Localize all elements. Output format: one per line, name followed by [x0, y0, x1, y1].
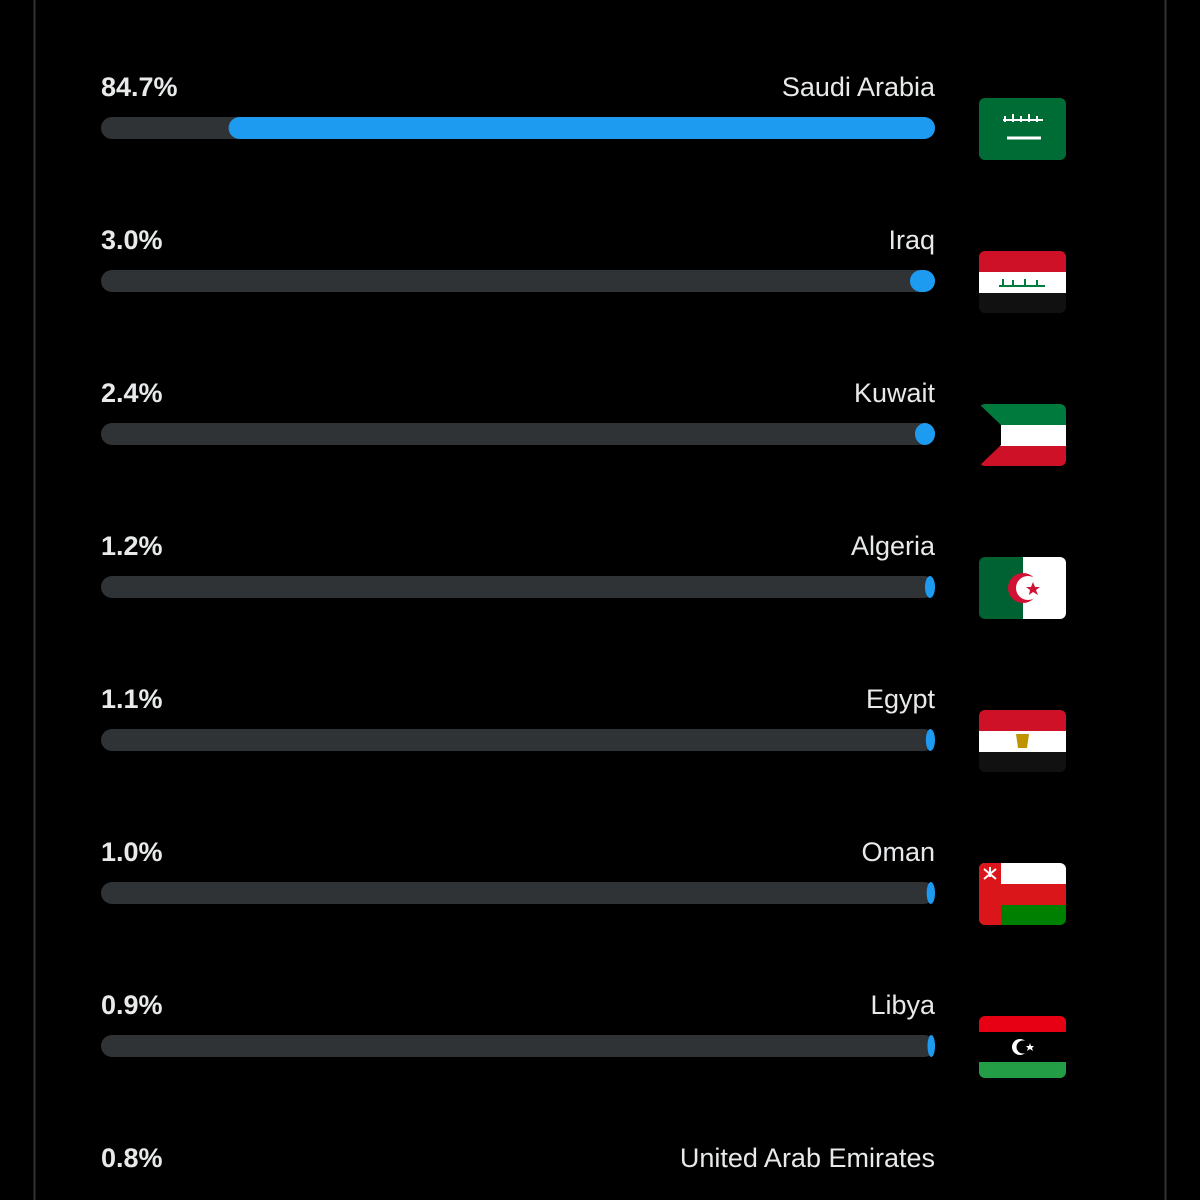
option-percent: 1.2% — [101, 531, 163, 561]
bar-track — [101, 1188, 935, 1200]
option-label: United Arab Emirates — [680, 1143, 935, 1173]
option-percent: 0.8% — [101, 1143, 163, 1173]
flag — [979, 557, 1066, 619]
option-label: Libya — [870, 990, 936, 1020]
bar-track — [101, 576, 935, 598]
bar — [926, 882, 935, 904]
bar — [928, 1188, 935, 1200]
option-percent: 2.4% — [101, 378, 163, 408]
option-percent: 1.0% — [101, 837, 163, 867]
option-label: Kuwait — [854, 378, 936, 408]
option-label: Egypt — [866, 684, 936, 714]
bar-track — [101, 1035, 935, 1057]
flag — [979, 1016, 1066, 1078]
bar-track — [101, 270, 935, 292]
bar — [927, 1035, 935, 1057]
option-percent: 84.7% — [101, 72, 178, 102]
flag — [979, 251, 1066, 313]
option-label: Algeria — [851, 531, 936, 561]
bar-track — [101, 423, 935, 445]
bar — [909, 270, 935, 292]
bar — [914, 423, 935, 445]
option-label: Oman — [861, 837, 935, 867]
bar — [925, 729, 935, 751]
bar — [228, 117, 936, 139]
flag — [979, 98, 1066, 160]
rows: 84.7% Saudi Arabia 3.0% Iraq 2.4% Kuwait 1.2% A… — [101, 72, 1066, 1200]
option-label: Saudi Arabia — [782, 72, 936, 102]
option-percent: 3.0% — [101, 225, 163, 255]
flag — [979, 710, 1066, 772]
flag — [979, 863, 1066, 925]
bar — [924, 576, 935, 598]
option-percent: 0.9% — [101, 990, 163, 1020]
option-label: Iraq — [888, 225, 935, 255]
flag — [979, 404, 1066, 466]
bar-track — [101, 882, 935, 904]
option-percent: 1.1% — [101, 684, 163, 714]
bar-track — [101, 729, 935, 751]
